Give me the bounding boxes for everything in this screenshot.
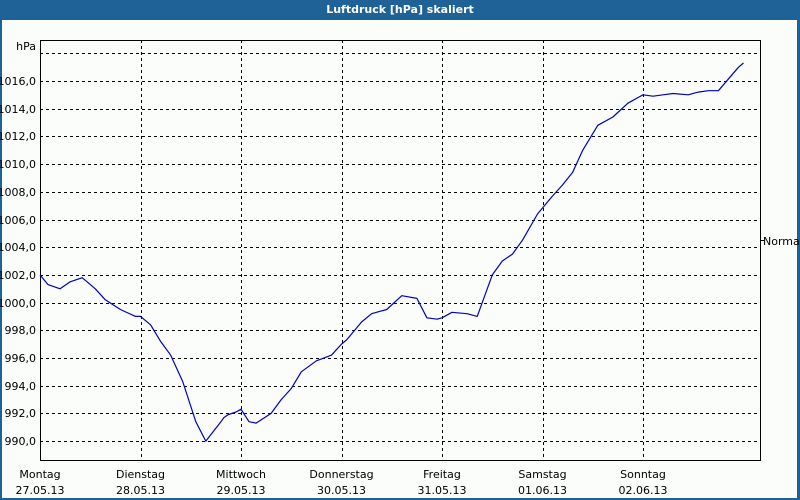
x-tick-day: Donnerstag bbox=[309, 468, 373, 481]
y-tick-label: 1008,0 bbox=[0, 186, 36, 199]
y-tick-label: 1012,0 bbox=[0, 130, 36, 143]
y-tick-label: 992,0 bbox=[5, 407, 37, 420]
y-tick-label: 994,0 bbox=[5, 380, 37, 393]
normal-label: Normal bbox=[763, 235, 800, 248]
x-tick-date: 30.05.13 bbox=[317, 484, 366, 497]
x-tick-date: 27.05.13 bbox=[16, 484, 65, 497]
y-tick-label: 1004,0 bbox=[0, 241, 36, 254]
window-title: Luftdruck [hPa] skaliert bbox=[326, 3, 474, 16]
y-tick-label: 998,0 bbox=[5, 324, 37, 337]
x-tick-day: Dienstag bbox=[116, 468, 165, 481]
y-tick-label: 1014,0 bbox=[0, 103, 36, 116]
x-tick-date: 31.05.13 bbox=[418, 484, 467, 497]
x-tick-date: 01.06.13 bbox=[518, 484, 567, 497]
plot-frame bbox=[40, 40, 761, 461]
y-tick-label: 996,0 bbox=[5, 352, 37, 365]
chart-panel bbox=[2, 20, 797, 498]
x-tick-date: 29.05.13 bbox=[217, 484, 266, 497]
x-tick-day: Samstag bbox=[518, 468, 566, 481]
x-tick-date: 28.05.13 bbox=[116, 484, 165, 497]
y-tick-label: 1000,0 bbox=[0, 297, 36, 310]
y-tick-label: 1006,0 bbox=[0, 214, 36, 227]
y-unit-label: hPa bbox=[16, 40, 36, 53]
y-tick-label: 1010,0 bbox=[0, 158, 36, 171]
x-tick-day: Mittwoch bbox=[216, 468, 266, 481]
y-tick-label: 1016,0 bbox=[0, 75, 36, 88]
x-tick-day: Sonntag bbox=[620, 468, 666, 481]
x-tick-day: Freitag bbox=[423, 468, 461, 481]
pressure-line bbox=[39, 62, 744, 442]
y-tick-label: 1002,0 bbox=[0, 269, 36, 282]
x-tick-day: Montag bbox=[19, 468, 60, 481]
x-tick-date: 02.06.13 bbox=[619, 484, 668, 497]
y-tick-label: 990,0 bbox=[5, 435, 37, 448]
